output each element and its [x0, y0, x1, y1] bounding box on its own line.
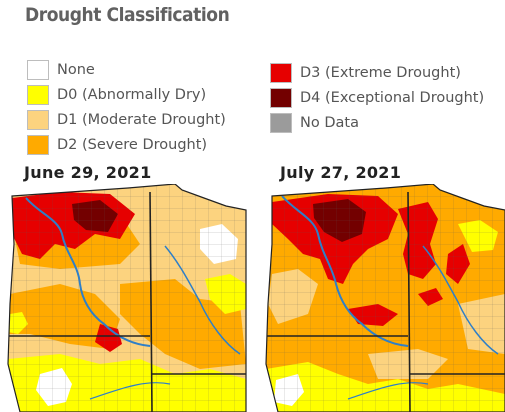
legend-label-d2: D2 (Severe Drought): [57, 137, 208, 153]
map-outline: [265, 184, 505, 412]
legend-label-d1: D1 (Moderate Drought): [57, 112, 226, 128]
legend-swatch-none: [27, 60, 49, 80]
legend-label-d3: D3 (Extreme Drought): [300, 65, 461, 81]
map-outline: [7, 184, 247, 412]
legend-item-d1: D1 (Moderate Drought): [27, 109, 226, 131]
legend-swatch-d4: [270, 88, 292, 108]
legend-label-d4: D4 (Exceptional Drought): [300, 90, 485, 106]
legend-swatch-d0: [27, 85, 49, 105]
legend-swatch-no-data: [270, 113, 292, 133]
state-border-1: [407, 191, 411, 412]
legend-item-d4: D4 (Exceptional Drought): [270, 87, 484, 109]
river-east: [164, 245, 241, 355]
drought-map-july: [258, 184, 505, 412]
map-date-june: June 29, 2021: [24, 163, 152, 182]
drought-map-june-svg: [7, 184, 247, 412]
page-title: Drought Classification: [25, 4, 230, 26]
county-grid: [8, 184, 246, 412]
river-west: [281, 195, 409, 347]
legend-item-d2: D2 (Severe Drought): [27, 134, 207, 156]
river-east: [422, 245, 499, 355]
legend-item-d3: D3 (Extreme Drought): [270, 62, 461, 84]
legend-swatch-d3: [270, 63, 292, 83]
county-grid: [266, 184, 505, 412]
legend-item-d0: D0 (Abnormally Dry): [27, 84, 206, 106]
legend-swatch-d2: [27, 135, 49, 155]
drought-map-july-svg: [265, 184, 505, 412]
legend-swatch-d1: [27, 110, 49, 130]
legend-item-none: None: [27, 59, 95, 81]
river-south: [347, 382, 429, 400]
river-west: [25, 197, 151, 347]
legend-label-d0: D0 (Abnormally Dry): [57, 87, 207, 103]
drought-map-june: [0, 184, 250, 412]
legend-label-none: None: [57, 62, 95, 78]
river-south: [89, 382, 171, 400]
legend-item-no-data: No Data: [270, 112, 359, 134]
legend-label-no-data: No Data: [300, 115, 359, 131]
state-border-1: [149, 191, 153, 412]
map-date-july: July 27, 2021: [280, 163, 402, 182]
